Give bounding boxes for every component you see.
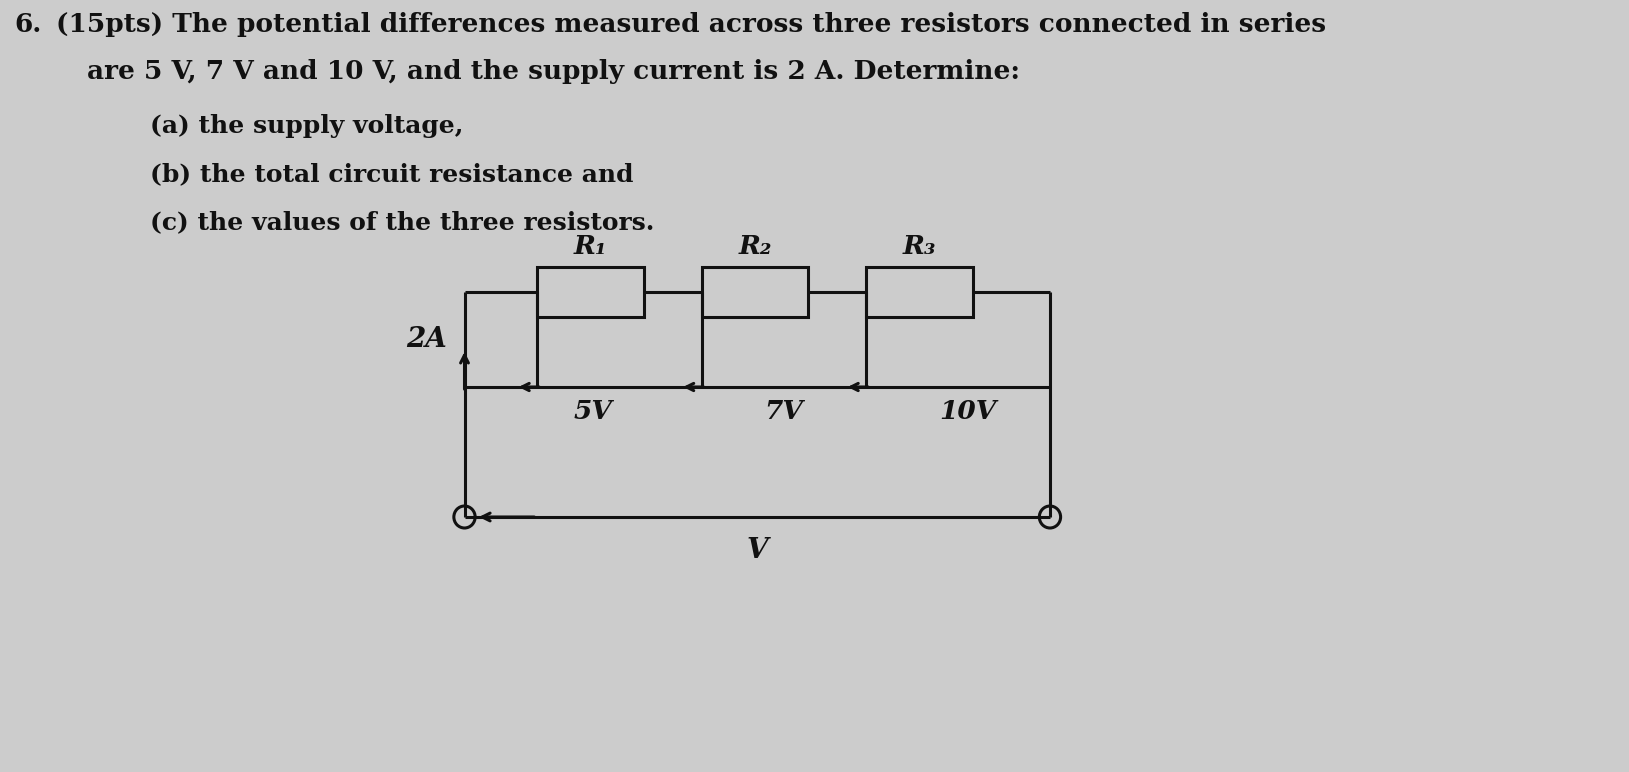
- Text: R₁: R₁: [573, 234, 608, 259]
- Text: 2A: 2A: [406, 326, 446, 353]
- Text: are 5 V, 7 V and 10 V, and the supply current is 2 A. Determine:: are 5 V, 7 V and 10 V, and the supply cu…: [86, 59, 1020, 84]
- Text: V: V: [746, 537, 767, 564]
- Text: 7V: 7V: [764, 399, 803, 424]
- Text: (15pts) The potential differences measured across three resistors connected in s: (15pts) The potential differences measur…: [55, 12, 1326, 37]
- Text: R₂: R₂: [738, 234, 772, 259]
- Text: 10V: 10V: [938, 399, 997, 424]
- Text: (b) the total circuit resistance and: (b) the total circuit resistance and: [150, 162, 634, 186]
- Text: R₃: R₃: [902, 234, 937, 259]
- Text: 6.: 6.: [15, 12, 42, 37]
- Bar: [702, 267, 808, 317]
- Text: (c) the values of the three resistors.: (c) the values of the three resistors.: [150, 210, 655, 234]
- Text: (a) the supply voltage,: (a) the supply voltage,: [150, 114, 463, 138]
- Text: 5V: 5V: [573, 399, 613, 424]
- Bar: [538, 267, 643, 317]
- Bar: [867, 267, 973, 317]
